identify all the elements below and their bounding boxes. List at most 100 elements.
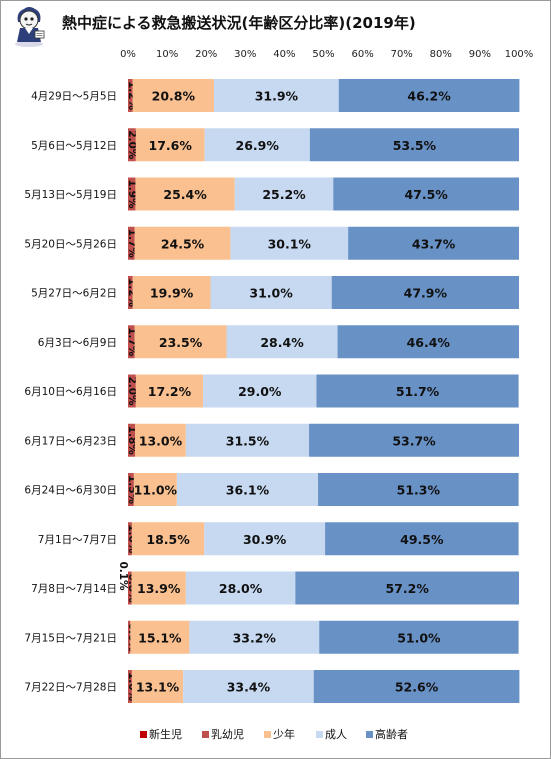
data-label: 53.5% xyxy=(393,138,437,153)
bar-segment-成人 xyxy=(189,620,320,654)
bar-segment-少年 xyxy=(130,620,190,654)
bar-segment-乳幼児 xyxy=(128,374,136,408)
data-label: 49.5% xyxy=(400,532,444,547)
legend-label: 成人 xyxy=(325,728,347,741)
bar-segment-乳幼児 xyxy=(128,620,131,654)
bar-segment-乳幼児 xyxy=(128,423,136,457)
data-label: 11.0% xyxy=(134,483,178,498)
data-label: 51.0% xyxy=(397,630,441,645)
category-label: 5月20日～5月26日 xyxy=(24,238,117,250)
bar-segment-少年 xyxy=(135,423,186,457)
data-label: 13.1% xyxy=(136,680,180,695)
data-label: 51.3% xyxy=(397,483,441,498)
data-label: 26.9% xyxy=(236,138,280,153)
bar-segment-乳幼児 xyxy=(128,226,135,260)
data-label: 23.5% xyxy=(159,335,203,350)
legend-label: 新生児 xyxy=(149,727,182,741)
data-label: 51.7% xyxy=(396,384,440,399)
bar-segment-成人 xyxy=(185,571,296,605)
bar-segment-少年 xyxy=(135,177,235,211)
legend-label: 乳幼児 xyxy=(211,728,244,741)
legend-swatch xyxy=(264,731,271,738)
data-label: 30.1% xyxy=(268,236,312,251)
bar-segment-高齢者 xyxy=(309,128,519,162)
data-label: 19.9% xyxy=(150,286,194,301)
data-label: 47.9% xyxy=(404,286,448,301)
legend-swatch xyxy=(140,731,147,738)
bar-segment-乳幼児 xyxy=(128,473,134,506)
category-label: 7月22日～7月28日 xyxy=(24,682,117,694)
bar-segment-少年 xyxy=(132,276,211,309)
bar-segment-少年 xyxy=(134,325,227,359)
legend-label: 少年 xyxy=(273,727,295,741)
data-label: 29.0% xyxy=(238,384,282,399)
bar-segment-高齢者 xyxy=(338,79,520,112)
x-tick-label: 100% xyxy=(505,49,534,60)
data-label: 46.4% xyxy=(407,335,451,350)
bar-segment-少年 xyxy=(131,522,205,556)
data-label: 43.7% xyxy=(412,236,456,251)
bar-segment-高齢者 xyxy=(295,571,519,605)
bar-segment-少年 xyxy=(131,571,186,605)
bar-segment-成人 xyxy=(210,276,332,309)
bar-segment-高齢者 xyxy=(333,177,519,211)
bar-segment-乳幼児 xyxy=(128,177,136,211)
bar-segment-成人 xyxy=(214,79,339,112)
bar-segment-高齢者 xyxy=(316,374,519,408)
bar-segment-高齢者 xyxy=(337,325,519,359)
category-label: 7月15日～7月21日 xyxy=(24,632,117,644)
x-tick-label: 90% xyxy=(469,49,491,60)
data-label: 33.4% xyxy=(227,680,271,695)
data-label: 31.5% xyxy=(226,433,270,448)
x-axis-ticks: 0% 10% 20% 30% 40% 50% 60% 70% 80% 90% 100% xyxy=(120,49,533,60)
category-label: 4月29日～5月5日 xyxy=(31,91,117,103)
bar-segment-少年 xyxy=(131,670,184,703)
category-label: 6月3日～6月9日 xyxy=(38,337,117,349)
data-label: 24.5% xyxy=(161,236,205,251)
x-tick-label: 60% xyxy=(351,49,373,60)
data-label: 36.1% xyxy=(226,483,270,498)
x-tick-label: 30% xyxy=(234,49,256,60)
data-label: 31.0% xyxy=(249,286,293,301)
data-label: 2.0% xyxy=(126,130,138,160)
x-tick-label: 0% xyxy=(120,49,136,60)
category-labels: 4月29日～5月5日 5月6日～5月12日 5月13日～5月19日 5月20日～5月2… xyxy=(24,91,117,694)
bar-segment-乳幼児 xyxy=(128,79,133,112)
bar-segment-少年 xyxy=(135,128,205,162)
bar-segment-乳幼児 xyxy=(128,128,136,162)
data-label: 17.6% xyxy=(149,138,193,153)
data-label: 25.2% xyxy=(262,187,306,202)
legend: 新生児 乳幼児 少年 成人 高齢者 xyxy=(140,727,408,741)
bar-segment-乳幼児 xyxy=(128,522,132,556)
x-tick-label: 50% xyxy=(312,49,334,60)
bar-segment-高齢者 xyxy=(313,670,520,703)
bar-segment-乳幼児 xyxy=(128,571,132,605)
bar-segment-成人 xyxy=(230,226,349,260)
bar-segment-高齢者 xyxy=(309,423,519,457)
bar-segment-成人 xyxy=(204,128,310,162)
legend-swatch xyxy=(366,731,373,738)
data-label: 18.5% xyxy=(146,532,190,547)
bar-segment-成人 xyxy=(234,177,334,211)
bar-segment-高齢者 xyxy=(348,226,519,260)
data-label: 33.2% xyxy=(233,630,277,645)
legend-label: 高齢者 xyxy=(375,727,408,741)
data-label: 13.0% xyxy=(139,433,183,448)
category-label: 5月27日～6月2日 xyxy=(31,288,117,300)
category-label: 6月10日～6月16日 xyxy=(24,386,117,398)
bar-segment-乳幼児 xyxy=(128,325,135,359)
x-tick-label: 40% xyxy=(273,49,295,60)
bar-segment-成人 xyxy=(185,423,310,457)
bar-segment-少年 xyxy=(132,79,215,112)
data-label: 0.1% xyxy=(117,561,129,591)
data-label: 53.7% xyxy=(392,433,436,448)
data-label: 17.2% xyxy=(148,384,192,399)
data-label: 47.5% xyxy=(404,187,448,202)
bar-segment-成人 xyxy=(176,473,319,506)
data-label: 15.1% xyxy=(138,630,182,645)
bar-segment-成人 xyxy=(226,325,338,359)
bar-segment-成人 xyxy=(183,670,314,703)
data-label: 20.8% xyxy=(152,89,196,104)
bar-segment-高齢者 xyxy=(331,276,519,309)
